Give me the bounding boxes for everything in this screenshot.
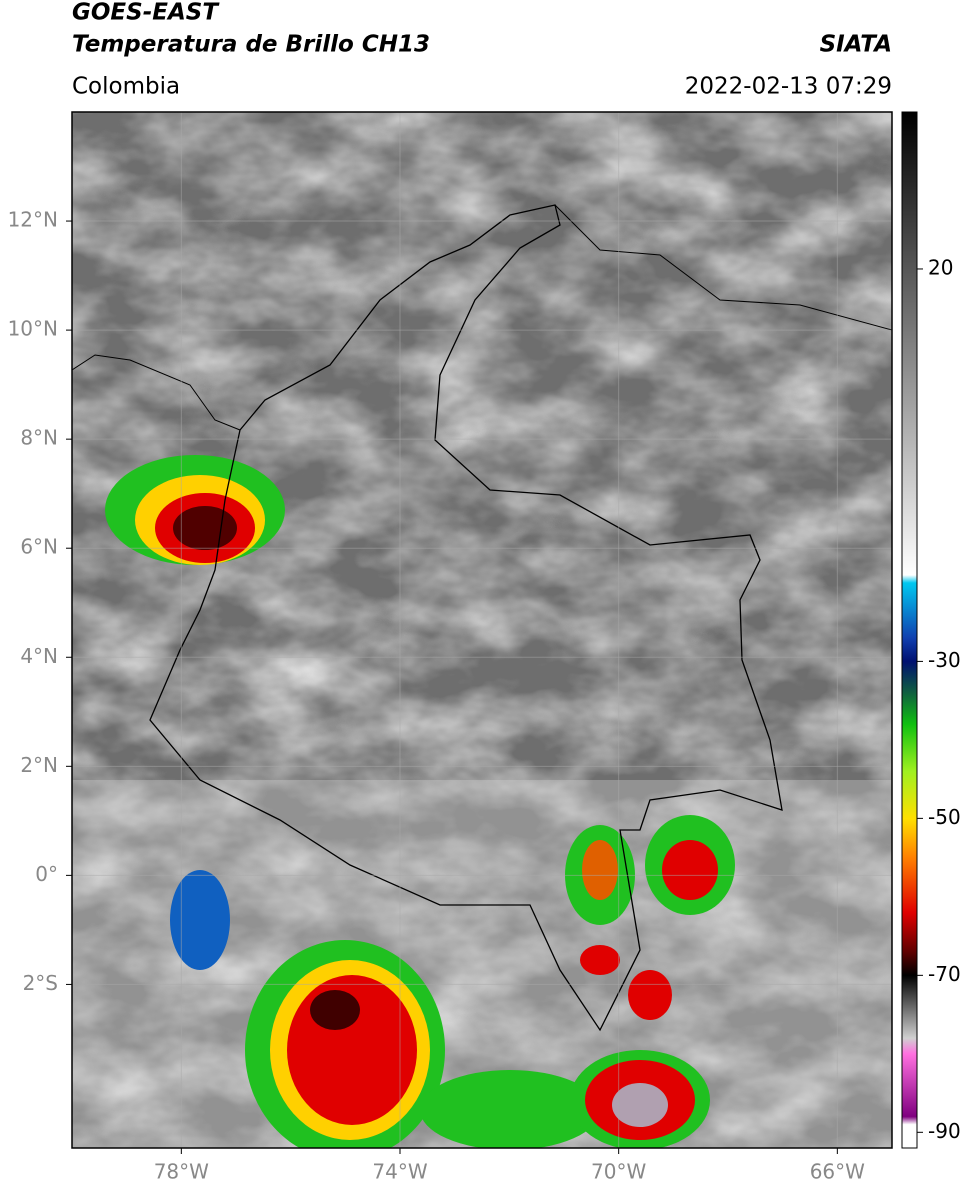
cell [173, 506, 237, 550]
storm-cells [105, 455, 735, 1148]
cell [580, 945, 620, 975]
x-tick-label: 70°W [591, 1160, 646, 1184]
cell [420, 1070, 600, 1148]
x-tick-label: 74°W [372, 1160, 427, 1184]
timestamp-label: 2022-02-13 07:29 [685, 74, 892, 100]
colorbar-tick-label: 20 [928, 255, 953, 279]
cell [662, 840, 718, 900]
map-frame [71, 111, 893, 1149]
y-tick-label: 10°N [8, 317, 58, 341]
source-label: SIATA [820, 32, 892, 58]
colorbar-tick-label: -70 [928, 962, 961, 986]
y-tick-label: 6°N [20, 535, 58, 559]
y-tick-label: 2°S [23, 971, 58, 995]
coastline [554, 204, 892, 331]
region-label: Colombia [72, 74, 180, 100]
x-tick-label: 66°W [810, 1160, 865, 1184]
y-tick-label: 4°N [20, 644, 58, 668]
cell [612, 1083, 668, 1127]
imagery [72, 112, 892, 1148]
y-tick-label: 8°N [20, 426, 58, 450]
colorbar-tick-label: -30 [928, 648, 961, 672]
colorbar-tick-label: -50 [928, 805, 961, 829]
x-tick-label: 78°W [154, 1160, 209, 1184]
colorbar-tick-label: -90 [928, 1119, 961, 1143]
country-border [149, 204, 783, 1032]
cell [582, 840, 618, 900]
cell [628, 970, 672, 1020]
y-tick-label: 12°N [8, 208, 58, 232]
cell [170, 870, 230, 970]
y-tick-label: 0° [35, 862, 58, 886]
cloud-texture [72, 112, 892, 1148]
product-title: Temperatura de Brillo CH13 [72, 32, 430, 58]
y-tick-label: 2°N [20, 753, 58, 777]
satellite-title: GOES-EAST [72, 0, 220, 26]
cell [310, 990, 360, 1030]
colorbar [901, 111, 918, 1149]
coastline [72, 354, 241, 431]
